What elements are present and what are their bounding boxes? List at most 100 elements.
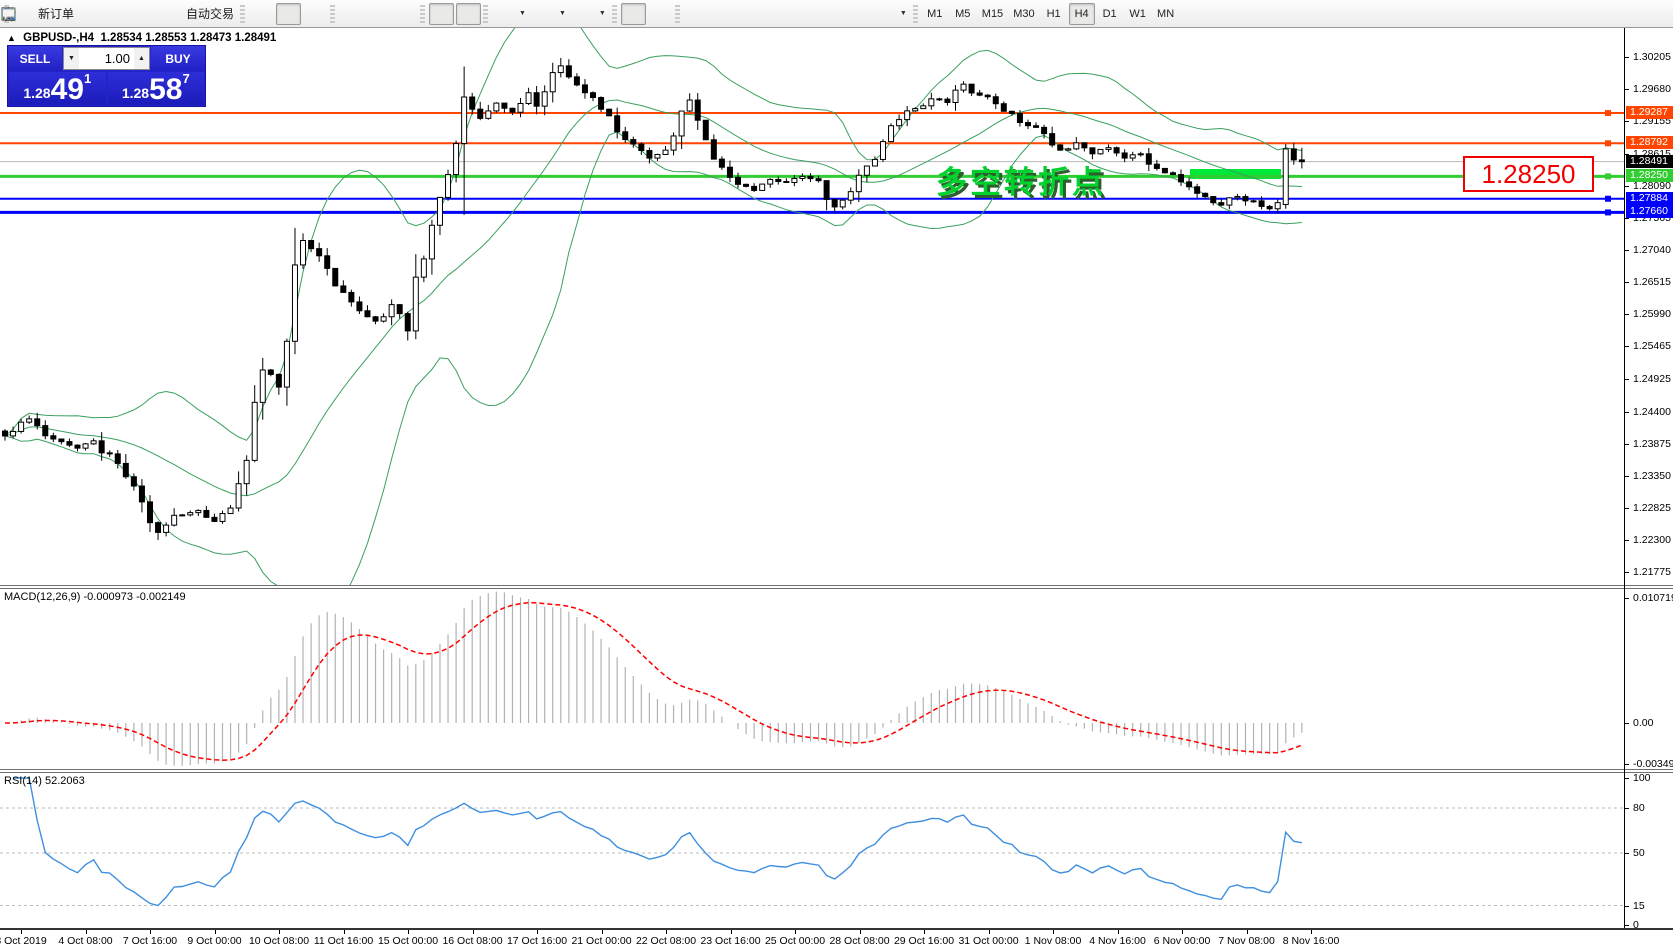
channel-button[interactable]: E — [2, 3, 790, 25]
sell-button[interactable]: SELL — [8, 46, 62, 71]
chat-button[interactable] — [2, 3, 1665, 25]
cursor-button[interactable] — [4, 2, 646, 25]
zoom-in-button[interactable] — [2, 3, 364, 25]
cursor-icon — [4, 6, 642, 22]
diamond-icon — [2, 6, 101, 22]
crosshair-icon — [2, 6, 669, 22]
timeframe-m5[interactable]: M5 — [950, 3, 976, 25]
arrows-icon — [3, 6, 894, 22]
time-tick-label: 11 Oct 16:00 — [313, 935, 374, 947]
time-tick-label: 15 Oct 00:00 — [377, 935, 439, 947]
time-tick-label: 16 Oct 08:00 — [442, 935, 503, 947]
time-tick-mark — [924, 930, 925, 934]
trendline-button[interactable] — [2, 3, 763, 25]
auto-scroll-button[interactable] — [2, 2, 455, 25]
crosshair-button[interactable] — [2, 3, 673, 25]
zoomin-icon — [2, 6, 360, 22]
rsi-tick-label: 0 — [1625, 919, 1639, 931]
timeframe-w1[interactable]: W1 — [1125, 3, 1151, 25]
channel-icon: E — [2, 6, 786, 22]
linechart-icon — [2, 6, 324, 22]
time-tick-label: 7 Nov 08:00 — [1218, 935, 1275, 947]
timeframe-m15[interactable]: M15 — [978, 3, 1007, 25]
price-tick-label: 1.30205 — [1625, 51, 1671, 63]
price-axis[interactable]: 1.302051.296801.291551.286151.280901.275… — [1625, 28, 1673, 585]
timeframe-m1[interactable]: M1 — [922, 3, 948, 25]
search-button[interactable] — [2, 3, 1638, 25]
zoom-out-button[interactable] — [2, 3, 391, 25]
signals-button[interactable] — [1, 3, 159, 25]
text-button[interactable]: A — [5, 3, 844, 25]
pane-separator[interactable] — [0, 769, 1673, 773]
price-tick-label: 1.24400 — [1625, 406, 1671, 418]
autotrade-icon — [1, 6, 182, 22]
timeframe-m30[interactable]: M30 — [1009, 3, 1038, 25]
periods-button[interactable]: ▼ — [1, 3, 570, 25]
price-chart-canvas[interactable] — [0, 28, 1624, 585]
timeframe-mn[interactable]: MN — [1153, 3, 1179, 25]
user-icon — [3, 6, 128, 22]
time-tick-label: 17 Oct 16:00 — [506, 935, 568, 947]
macd-indicator-label: MACD(12,26,9) -0.000973 -0.002149 — [4, 591, 186, 603]
buy-button[interactable]: BUY — [151, 46, 205, 71]
time-tick-mark — [730, 930, 732, 934]
arrows-button[interactable]: ▼ — [3, 3, 911, 25]
timeframe-h4[interactable]: H4 — [1068, 2, 1095, 25]
time-axis[interactable]: 3 Oct 2019 4 Oct 08:00 7 Oct 16:00 9 Oct 00… — [0, 930, 1673, 951]
panel-collapse-icon[interactable]: ▲ — [7, 33, 16, 43]
vertical-line-button[interactable] — [7, 3, 709, 25]
autotrading-button[interactable]: 自动交易 — [1, 3, 238, 25]
new-order-button[interactable]: 新订单 — [3, 3, 78, 25]
volume-input[interactable] — [79, 48, 134, 69]
text-label-button[interactable]: T — [2, 3, 871, 25]
metaeditor-button[interactable] — [2, 3, 105, 25]
buy-price[interactable]: 1.28 58 7 — [107, 72, 204, 105]
candlestick-chart-button[interactable] — [2, 2, 302, 25]
timeframe-d1[interactable]: D1 — [1097, 3, 1123, 25]
horizontal-line-button[interactable] — [2, 3, 736, 25]
time-tick-label: 22 Oct 08:00 — [635, 935, 697, 947]
time-tick-label: 25 Oct 00:00 — [764, 935, 826, 947]
macd-indicator-canvas[interactable] — [0, 589, 1624, 769]
timeframe-h1[interactable]: H1 — [1041, 3, 1067, 25]
time-tick-label: 7 Oct 16:00 — [122, 935, 178, 947]
chart-plot-area[interactable] — [0, 28, 1624, 930]
toolbar-grip — [912, 4, 918, 23]
bars-icon — [2, 6, 270, 22]
shift-icon — [2, 6, 477, 22]
sell-price[interactable]: 1.28 49 1 — [9, 72, 106, 105]
line-chart-button[interactable] — [2, 3, 328, 25]
fibonacci-button[interactable]: F — [2, 3, 817, 25]
symbol-ohlc: 1.28534 1.28553 1.28473 1.28491 — [100, 32, 277, 44]
bar-chart-button[interactable] — [2, 3, 274, 25]
community-button[interactable] — [3, 3, 132, 25]
price-callout-label[interactable]: 1.28250 — [1463, 156, 1594, 192]
volume-down-button[interactable]: ▼ — [64, 48, 79, 69]
pane-separator[interactable] — [0, 585, 1673, 589]
sell-price-base: 1.28 — [23, 85, 51, 101]
time-tick-mark — [1117, 930, 1119, 934]
chart-shift-button[interactable] — [2, 2, 482, 25]
tile-icon — [1, 6, 414, 22]
price-tick-label: 1.23350 — [1625, 470, 1671, 482]
macd-tick-label: 0.00 — [1625, 717, 1653, 729]
tile-windows-button[interactable] — [1, 3, 418, 25]
price-line-badge: 1.29287 — [1626, 106, 1673, 120]
chart-text-annotation[interactable]: 多空转折点 — [936, 165, 1106, 200]
volume-up-button[interactable]: ▲ — [134, 48, 149, 69]
templates-button[interactable]: ▼ — [2, 3, 610, 25]
toolbar-grip — [420, 4, 426, 23]
time-tick-mark — [1246, 930, 1248, 934]
time-tick-label: 1 Nov 08:00 — [1024, 935, 1082, 947]
buy-price-base: 1.28 — [121, 85, 150, 101]
rsi-axis[interactable]: 100 80 50 15 0 — [1625, 772, 1673, 931]
rsi-tick-label: 80 — [1625, 802, 1645, 814]
new-chart-button[interactable]: ▼ — [2, 3, 530, 25]
price-line-badge: 1.27660 — [1626, 205, 1673, 219]
autoscroll-icon — [2, 6, 450, 22]
rsi-indicator-canvas[interactable] — [0, 773, 1624, 928]
macd-axis[interactable]: 0.010719 0.00 -0.003492 — [1625, 589, 1673, 770]
time-tick-mark — [472, 930, 474, 934]
rsi-indicator-label: RSI(14) 52.2063 — [4, 775, 85, 787]
